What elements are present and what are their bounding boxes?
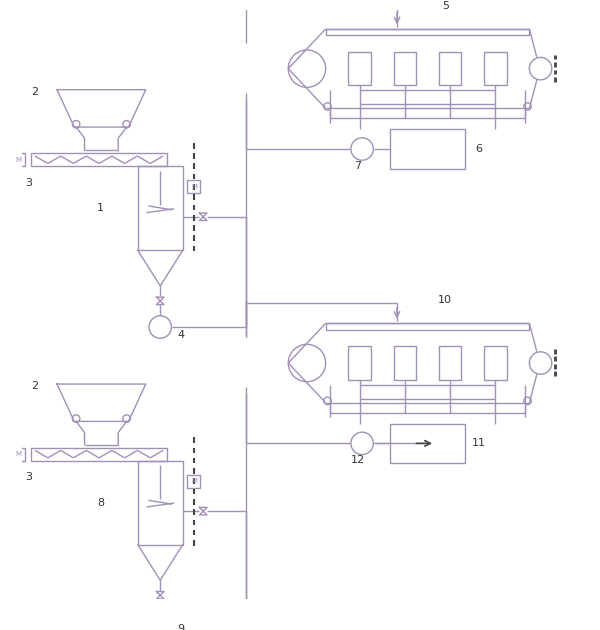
Text: 7: 7 [354,161,361,171]
Bar [349,346,371,380]
Text: 9: 9 [177,624,184,630]
Text: 2: 2 [31,381,38,391]
Bar [349,52,371,86]
Bar [138,461,182,545]
Text: 5: 5 [442,1,449,11]
Bar [394,346,416,380]
Text: 1: 1 [97,203,104,214]
Text: 4: 4 [177,329,184,340]
Bar [439,346,461,380]
Text: 3: 3 [25,178,32,188]
Bar [187,180,200,193]
Bar [326,29,529,35]
Text: M: M [15,157,21,163]
Text: M: M [15,451,21,457]
Bar [326,323,529,330]
Text: 11: 11 [472,438,486,449]
Bar [31,153,167,166]
Bar [187,474,200,488]
Bar [484,346,506,380]
Bar [138,166,182,250]
Bar [439,52,461,86]
Text: 2: 2 [31,86,38,96]
Text: 10: 10 [438,295,452,305]
Text: 12: 12 [350,455,364,465]
Bar [394,52,416,86]
Bar [390,424,465,463]
Text: M: M [191,478,197,484]
Bar [390,129,465,169]
Text: M: M [191,184,197,190]
Bar [484,52,506,86]
Text: 3: 3 [25,472,32,483]
Text: 6: 6 [475,144,482,154]
Bar [11,447,25,461]
Text: 8: 8 [97,498,104,508]
Bar [31,447,167,461]
Bar [11,153,25,166]
